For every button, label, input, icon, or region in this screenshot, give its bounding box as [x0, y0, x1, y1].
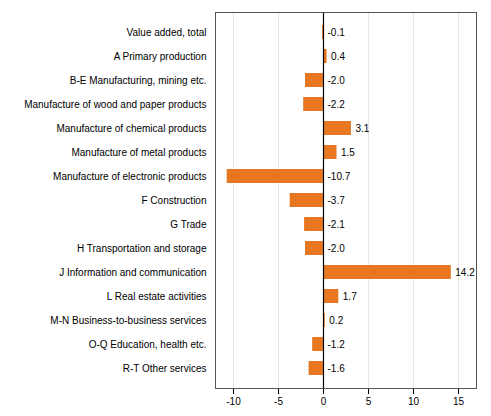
- svg-text:-1.6: -1.6: [328, 363, 346, 374]
- svg-text:10: 10: [408, 396, 420, 407]
- svg-text:-5: -5: [274, 396, 283, 407]
- svg-text:J Information and communicatio: J Information and communication: [59, 267, 206, 278]
- svg-text:-3.7: -3.7: [328, 195, 346, 206]
- svg-text:O-Q Education, health etc.: O-Q Education, health etc.: [89, 339, 207, 350]
- svg-text:M-N Business-to-business servi: M-N Business-to-business services: [50, 315, 206, 326]
- svg-text:14.2: 14.2: [455, 267, 475, 278]
- svg-text:-2.0: -2.0: [328, 243, 346, 254]
- svg-text:-2.2: -2.2: [328, 99, 346, 110]
- svg-text:Value added, total: Value added, total: [127, 27, 207, 38]
- svg-text:1.5: 1.5: [341, 147, 355, 158]
- svg-text:G Trade: G Trade: [170, 219, 207, 230]
- svg-text:5: 5: [366, 396, 372, 407]
- svg-text:-2.1: -2.1: [328, 219, 346, 230]
- svg-text:Manufacture of metal products: Manufacture of metal products: [71, 147, 206, 158]
- svg-text:L Real estate activities: L Real estate activities: [107, 291, 207, 302]
- svg-text:A Primary production: A Primary production: [114, 51, 207, 62]
- svg-text:0.4: 0.4: [331, 51, 345, 62]
- svg-text:1.7: 1.7: [343, 291, 357, 302]
- svg-text:0: 0: [321, 396, 327, 407]
- svg-text:Manufacture of wood and paper: Manufacture of wood and paper products: [24, 99, 206, 110]
- svg-text:-2.0: -2.0: [328, 75, 346, 86]
- svg-text:R-T Other services: R-T Other services: [123, 363, 207, 374]
- svg-text:-1.2: -1.2: [328, 339, 346, 350]
- svg-text:B-E Manufacturing, mining etc.: B-E Manufacturing, mining etc.: [70, 75, 207, 86]
- svg-text:F Construction: F Construction: [141, 195, 206, 206]
- svg-text:H Transportation and storage: H Transportation and storage: [77, 243, 207, 254]
- svg-text:0.2: 0.2: [329, 315, 343, 326]
- svg-text:15: 15: [453, 396, 465, 407]
- svg-text:Manufacture of chemical produc: Manufacture of chemical products: [56, 123, 206, 134]
- svg-text:-10: -10: [226, 396, 241, 407]
- svg-text:3.1: 3.1: [355, 123, 369, 134]
- svg-text:-0.1: -0.1: [328, 27, 346, 38]
- svg-text:-10.7: -10.7: [328, 171, 351, 182]
- svg-text:Manufacture of electronic prod: Manufacture of electronic products: [53, 171, 206, 182]
